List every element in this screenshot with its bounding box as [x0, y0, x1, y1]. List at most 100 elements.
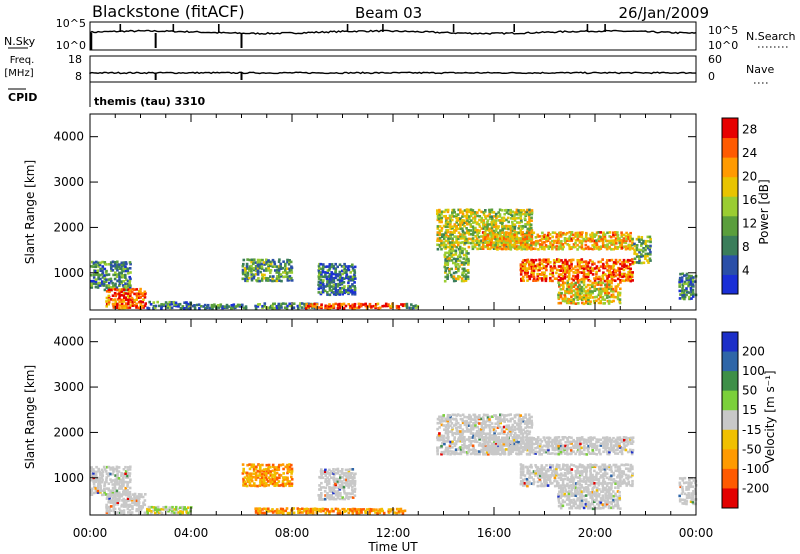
velocity-cell [303, 507, 306, 511]
power-cell [338, 304, 342, 307]
power-cell [481, 239, 485, 243]
power-cell [319, 285, 323, 288]
velocity-cell [545, 448, 549, 452]
velocity-cell [492, 428, 496, 431]
velocity-cell [114, 492, 117, 496]
power-cell [152, 306, 155, 310]
power-cell [256, 269, 260, 272]
velocity-cell [129, 478, 132, 481]
velocity-cell [115, 483, 119, 486]
power-cell [353, 271, 357, 274]
velocity-cell [120, 503, 124, 507]
power-cell [338, 270, 342, 274]
velocity-cell [590, 446, 594, 449]
velocity-cell [343, 497, 347, 501]
power-cell [519, 225, 523, 228]
velocity-cell [496, 452, 500, 455]
velocity-cell [503, 416, 506, 419]
power-cell [457, 223, 461, 226]
power-cell [628, 239, 632, 243]
power-cell [129, 292, 132, 296]
power-cell [602, 235, 605, 239]
power-cell [541, 271, 544, 274]
velocity-cell [534, 471, 538, 475]
power-cell [241, 264, 245, 268]
velocity-cell [275, 476, 279, 480]
power-cell [568, 259, 571, 262]
power-cell [326, 279, 329, 282]
power-cell [484, 209, 487, 212]
velocity-cell [482, 446, 485, 449]
velocity-cell [129, 511, 133, 515]
power-cell [320, 267, 323, 271]
power-cell [465, 255, 468, 259]
power-cell [496, 237, 500, 241]
power-cell [112, 306, 116, 309]
power-cell [282, 302, 285, 305]
power-cell [488, 212, 491, 216]
power-cell [521, 277, 525, 280]
velocity-cell [111, 472, 115, 476]
power-cell [467, 210, 471, 214]
velocity-cell [555, 470, 558, 473]
power-cell [353, 281, 356, 284]
power-cell [476, 214, 479, 218]
velocity-cell [442, 424, 445, 427]
velocity-cell [564, 444, 567, 448]
power-cell [121, 306, 124, 310]
power-cell [591, 239, 594, 243]
velocity-cell [336, 472, 340, 475]
power-cell [340, 279, 344, 283]
power-cell [347, 303, 350, 306]
velocity-cell [507, 437, 511, 441]
power-cell [685, 287, 688, 290]
velocity-cell [525, 434, 529, 437]
velocity-cell [505, 414, 508, 417]
power-cell [624, 273, 628, 277]
velocity-cell [461, 440, 464, 443]
power-cell [607, 302, 611, 305]
power-cell [117, 279, 121, 283]
power-cell [101, 269, 104, 273]
velocity-cell [107, 492, 110, 496]
power-cell [449, 230, 452, 234]
power-cell [454, 263, 457, 267]
velocity-cell [524, 483, 527, 487]
power-cell [545, 268, 548, 272]
velocity-cell [474, 420, 478, 423]
power-cell [536, 239, 540, 243]
power-cell [484, 229, 488, 232]
power-cell [298, 304, 302, 307]
velocity-cell [446, 432, 450, 436]
velocity-cell [457, 452, 460, 456]
power-cell [638, 259, 641, 262]
velocity-cell [124, 503, 128, 506]
power-cell [98, 281, 102, 285]
power-cell [572, 267, 575, 270]
power-cell [277, 304, 280, 307]
power-cell [488, 223, 492, 226]
velocity-cell [574, 444, 577, 448]
velocity-cell [618, 436, 622, 439]
power-cell [518, 221, 521, 224]
power-cell [112, 304, 115, 307]
power-cell [572, 293, 575, 297]
velocity-cell [501, 444, 504, 447]
velocity-cell [499, 415, 502, 419]
power-cell [124, 265, 127, 268]
power-cell [488, 237, 491, 241]
velocity-cell [475, 429, 479, 433]
velocity-cell [90, 489, 94, 492]
power-cell [597, 248, 601, 251]
power-cell [584, 275, 588, 279]
power-cell [444, 257, 448, 260]
nsky-tick-top: 10^5 [56, 17, 86, 30]
velocity-cell [332, 483, 336, 487]
power-cell [465, 227, 468, 230]
power-cell [511, 239, 514, 243]
velocity-cell [474, 440, 477, 443]
velocity-cell [339, 476, 342, 479]
velocity-cell [466, 415, 469, 419]
power-cell [463, 247, 467, 251]
power-cell [344, 265, 348, 268]
